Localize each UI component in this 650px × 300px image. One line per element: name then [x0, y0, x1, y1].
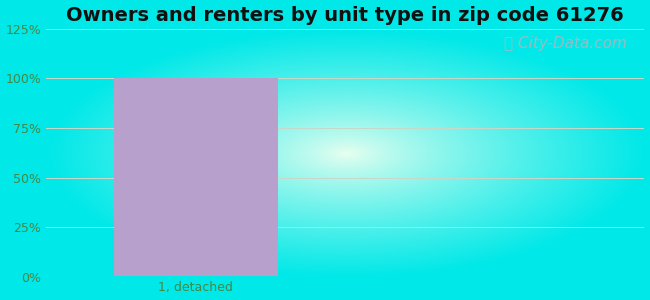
Title: Owners and renters by unit type in zip code 61276: Owners and renters by unit type in zip c…	[66, 6, 624, 25]
Bar	[114, 78, 278, 277]
Text: ⓘ City-Data.com: ⓘ City-Data.com	[504, 36, 627, 51]
